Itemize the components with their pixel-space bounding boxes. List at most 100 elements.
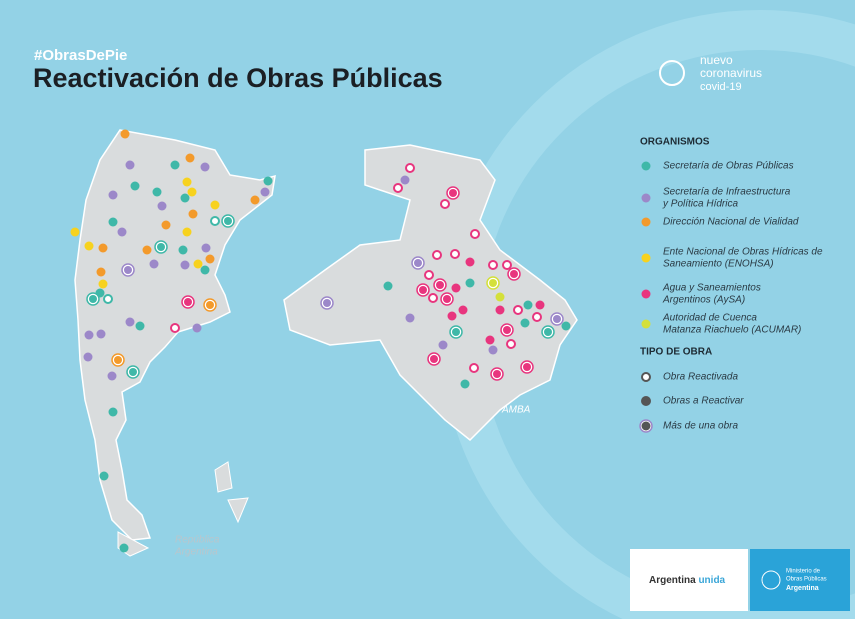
marker — [103, 294, 113, 304]
marker — [553, 315, 561, 323]
marker — [107, 371, 117, 381]
marker — [489, 279, 497, 287]
marker — [641, 319, 651, 329]
marker — [323, 299, 331, 307]
marker — [98, 279, 108, 289]
legend-label: y Política Hídrica — [662, 199, 738, 210]
marker — [405, 313, 415, 323]
marker — [458, 305, 468, 315]
marker — [142, 245, 152, 255]
unida-logo — [630, 549, 748, 611]
covid-badge: nuevo coronavirus covid-19 — [659, 53, 762, 93]
country-label: Argentina — [174, 547, 218, 558]
marker — [99, 471, 109, 481]
legend-label: Dirección Nacional de Vialidad — [663, 217, 799, 228]
legend-label: Secretaría de Obras Públicas — [663, 161, 794, 172]
marker — [180, 260, 190, 270]
marker — [495, 305, 505, 315]
marker — [513, 305, 523, 315]
islands — [214, 461, 249, 524]
marker — [170, 323, 180, 333]
logo-word: unida — [698, 575, 725, 586]
legend-label: Secretaría de Infraestructura — [663, 187, 791, 198]
marker — [260, 187, 270, 197]
marker — [450, 249, 460, 259]
ministry-text: Argentina — [786, 585, 819, 592]
marker — [452, 328, 460, 336]
legend-heading: TIPO DE OBRA — [640, 347, 712, 358]
title: Reactivación de Obras Públicas — [33, 63, 443, 93]
marker — [440, 199, 450, 209]
marker — [117, 227, 127, 237]
marker — [503, 326, 511, 334]
marker — [210, 200, 220, 210]
marker — [119, 543, 129, 553]
marker — [70, 227, 80, 237]
legend-label: Obras a Reactivar — [663, 396, 744, 407]
legend-label: Matanza Riachuelo (ACUMAR) — [663, 325, 801, 336]
marker — [400, 175, 410, 185]
marker — [129, 368, 137, 376]
marker — [210, 216, 220, 226]
badge-line: covid-19 — [700, 81, 742, 93]
legend-label: Saneamiento (ENOHSA) — [663, 259, 774, 270]
marker — [641, 372, 651, 382]
marker — [263, 176, 273, 186]
logo-word: Argentina — [649, 575, 696, 586]
marker — [125, 160, 135, 170]
marker — [130, 181, 140, 191]
ministry-logo — [750, 549, 850, 611]
marker — [124, 266, 132, 274]
ministry-text: Obras Públicas — [786, 577, 827, 583]
marker — [432, 250, 442, 260]
marker — [405, 163, 415, 173]
marker — [443, 295, 451, 303]
marker — [193, 259, 203, 269]
marker — [506, 339, 516, 349]
marker — [393, 183, 403, 193]
marker — [502, 260, 512, 270]
marker — [89, 295, 97, 303]
marker — [125, 317, 135, 327]
legend-label: Obra Reactivada — [663, 372, 738, 383]
marker — [96, 267, 106, 277]
marker — [201, 243, 211, 253]
ministry-text: Ministerio de — [786, 569, 821, 575]
marker — [161, 220, 171, 230]
marker — [96, 329, 106, 339]
marker — [180, 193, 190, 203]
marker — [438, 340, 448, 350]
virus-icon — [659, 60, 685, 86]
marker — [98, 243, 108, 253]
marker — [561, 321, 571, 331]
marker — [383, 281, 393, 291]
marker — [120, 129, 130, 139]
marker — [430, 355, 438, 363]
legend-label: Más de una obra — [663, 421, 738, 432]
marker — [149, 259, 159, 269]
marker — [641, 217, 651, 227]
marker — [447, 311, 457, 321]
marker — [428, 293, 438, 303]
marker — [187, 187, 197, 197]
marker — [641, 421, 651, 431]
marker — [84, 241, 94, 251]
marker — [493, 370, 501, 378]
marker — [206, 301, 214, 309]
marker — [108, 217, 118, 227]
marker — [178, 245, 188, 255]
marker — [200, 265, 210, 275]
marker — [192, 323, 202, 333]
marker — [451, 283, 461, 293]
marker — [488, 345, 498, 355]
marker — [114, 356, 122, 364]
legend-label: Agua y Saneamientos — [662, 283, 761, 294]
legend-heading: ORGANISMOS — [640, 137, 710, 148]
marker — [170, 160, 180, 170]
marker — [641, 253, 651, 263]
marker — [510, 270, 518, 278]
marker — [157, 201, 167, 211]
marker — [641, 289, 651, 299]
badge-line: coronavirus — [700, 66, 762, 80]
